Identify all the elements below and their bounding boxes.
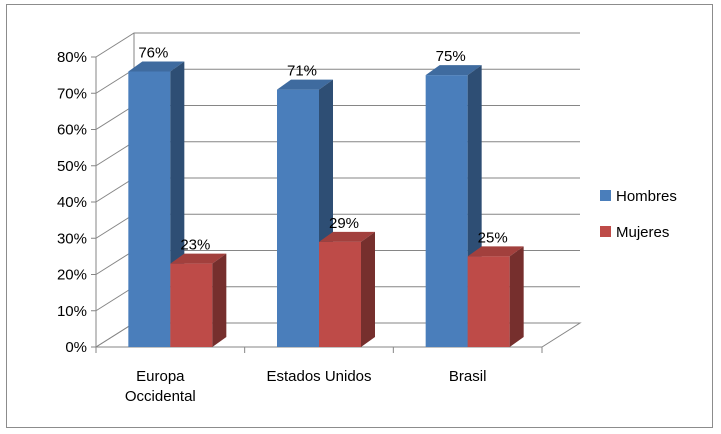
bar-mujeres-front [319, 241, 361, 347]
y-tick-label: 10% [57, 303, 87, 320]
category-label: Brasil [449, 368, 487, 385]
y-tick-label: 30% [57, 230, 87, 247]
y-tick-label: 70% [57, 85, 87, 102]
category-labels: Europa Occidental Estados Unidos Brasil [125, 368, 487, 405]
y-tick-label: 0% [65, 339, 87, 356]
bar-hombres-top [277, 79, 333, 90]
bars [128, 61, 524, 347]
y-tick-label: 60% [57, 122, 87, 139]
legend-swatch [600, 226, 611, 237]
legend-swatch [600, 190, 611, 201]
data-label: 71% [287, 63, 317, 80]
y-tick-label: 20% [57, 267, 87, 284]
data-label: 76% [138, 45, 168, 62]
bar-hombres-top [128, 61, 185, 72]
bar-hombres-front [277, 89, 319, 347]
bar-hombres-front [425, 75, 468, 347]
category-label: Occidental [125, 388, 196, 405]
bar-mujeres-side [509, 246, 524, 347]
data-labels: 76% 23% 71% 29% 75% 25% [138, 45, 507, 254]
data-label: 29% [329, 215, 359, 232]
bar-hombres-top [425, 65, 482, 76]
bar-mujeres-top [170, 253, 227, 264]
bar-mujeres-top [467, 246, 524, 257]
y-tick-label: 40% [57, 194, 87, 211]
category-label: Europa [136, 368, 185, 385]
legend: Hombres Mujeres [600, 188, 677, 241]
data-label: 25% [478, 229, 508, 246]
bar-mujeres-front [170, 263, 213, 347]
legend-entry: Mujeres [616, 224, 669, 241]
bar-mujeres-side [361, 231, 375, 347]
legend-entry: Hombres [616, 188, 677, 205]
category-label: Estados Unidos [266, 368, 371, 385]
bar-mujeres-front [467, 256, 510, 347]
data-label: 75% [436, 48, 466, 65]
bar-hombres-front [128, 71, 171, 347]
y-axis-tick-labels: 0% 10% 20% 30% 40% 50% 60% 70% 80% [57, 49, 87, 356]
bar-mujeres-top [319, 231, 375, 242]
data-label: 23% [180, 237, 210, 254]
bar-mujeres-side [212, 253, 227, 347]
y-tick-label: 50% [57, 158, 87, 175]
y-tick-label: 80% [57, 49, 87, 66]
